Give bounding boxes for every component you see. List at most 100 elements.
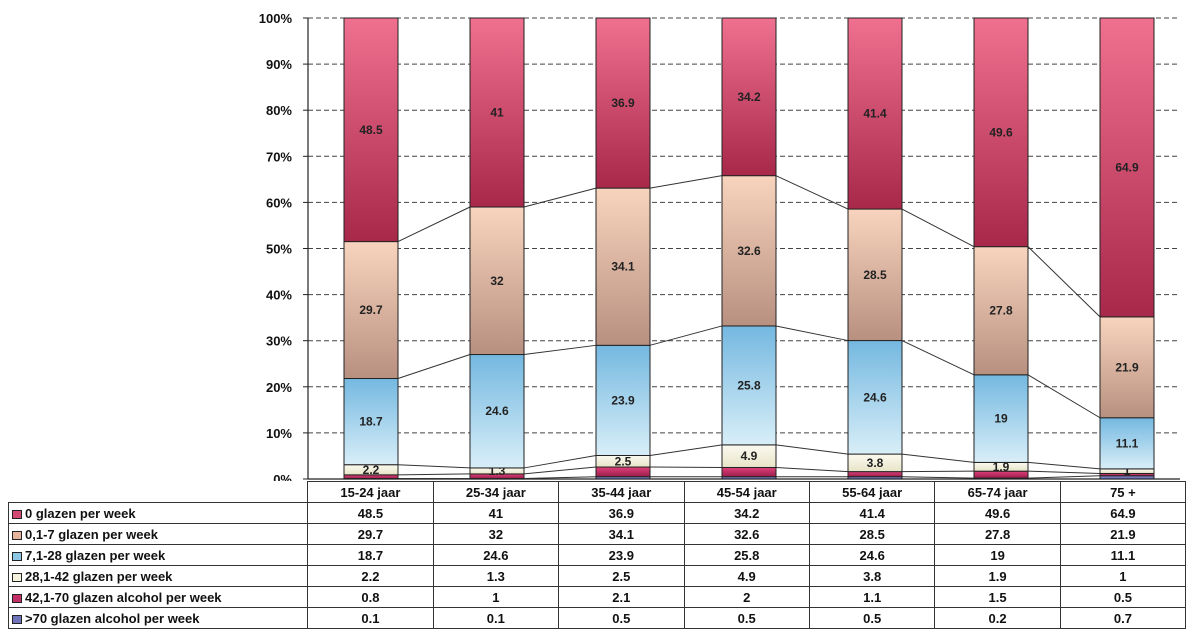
bar-segment xyxy=(721,325,777,446)
series-line xyxy=(523,476,597,480)
series-line xyxy=(649,444,723,456)
bar-data-label: 19 xyxy=(994,412,1008,426)
bar-data-label: 2.2 xyxy=(363,463,380,477)
table-cell: 36.9 xyxy=(558,502,685,524)
bar-data-label: 1.9 xyxy=(993,460,1010,474)
legend-entry: 0 glazen per week xyxy=(7,502,309,524)
bar-segment xyxy=(721,466,777,478)
y-tick-label: 50% xyxy=(266,242,292,257)
series-line xyxy=(523,187,597,208)
y-tick-label: 10% xyxy=(266,426,292,441)
table-cell: 2 xyxy=(683,586,810,608)
category-label: 45-54 jaar xyxy=(683,481,810,503)
series-line xyxy=(775,444,849,455)
series-line xyxy=(397,473,471,476)
table-cell: 19 xyxy=(934,544,1061,566)
table-cell: 1.5 xyxy=(934,586,1061,608)
y-tick-label: 20% xyxy=(266,380,292,395)
bar-segment xyxy=(595,344,651,456)
table-cell: 4.9 xyxy=(683,565,810,587)
bar-data-label: 32.6 xyxy=(737,244,761,258)
table-cell: 32.6 xyxy=(683,523,810,545)
table-cell: 2.5 xyxy=(558,565,685,587)
table-cell: 28.5 xyxy=(808,523,936,545)
series-line xyxy=(901,453,975,463)
table-row: >70 glazen alcohol per week 0.1 0.1 0.5 0.5 0… xyxy=(7,607,1186,629)
table-cell: 24.6 xyxy=(432,544,560,566)
table-cell: 18.7 xyxy=(307,544,434,566)
table-cell: 1.1 xyxy=(808,586,936,608)
bar-data-label: 2.5 xyxy=(615,454,632,468)
table-cell: 0.7 xyxy=(1059,607,1186,629)
y-tick-label: 100% xyxy=(259,11,293,26)
bar-segment xyxy=(469,206,525,356)
series-line xyxy=(397,206,471,243)
series-line xyxy=(1027,374,1101,419)
y-tick-label: 0% xyxy=(273,472,292,481)
y-tick-label: 60% xyxy=(266,195,292,210)
bar-segment xyxy=(973,17,1029,248)
series-line xyxy=(523,466,597,475)
legend-entry: 28,1-42 glazen per week xyxy=(7,565,309,587)
bar-segment xyxy=(847,17,903,210)
table-row: 0 glazen per week 48.5 41 36.9 34.2 41.4 49.6 6… xyxy=(7,502,1186,524)
bar-data-label: 21.9 xyxy=(1115,360,1139,374)
bar-segment xyxy=(721,17,777,177)
bar-data-label: 48.5 xyxy=(359,123,383,137)
series-line xyxy=(901,340,975,376)
table-cell: 25.8 xyxy=(683,544,810,566)
table-row: 7,1-28 glazen per week 18.7 24.6 23.9 25.8 24… xyxy=(7,544,1186,566)
y-tick-label: 70% xyxy=(266,149,292,164)
bar-data-label: 24.6 xyxy=(485,404,509,418)
legend-swatch xyxy=(12,509,22,519)
bar-data-label: 1 xyxy=(1124,464,1131,478)
bar-data-label: 36.9 xyxy=(611,96,635,110)
bar-data-label: 41.4 xyxy=(863,107,887,121)
legend-entry: 42,1-70 glazen alcohol per week xyxy=(7,586,309,608)
bar-data-label: 24.6 xyxy=(863,390,887,404)
y-axis: 0% 10% 20% 30% 40% 50% 60% 70% 80% 90% 100% xyxy=(259,11,1180,481)
series-line xyxy=(1027,470,1101,474)
legend-swatch xyxy=(12,551,22,561)
series-lines xyxy=(397,175,1101,480)
category-label: 15-24 jaar xyxy=(307,481,434,503)
bar-data-label: 27.8 xyxy=(989,304,1013,318)
table-cell: 1 xyxy=(1059,565,1186,587)
table-corner xyxy=(9,482,308,503)
y-tick-label: 40% xyxy=(266,288,292,303)
table-cell: 24.6 xyxy=(808,544,936,566)
legend-swatch xyxy=(12,614,22,624)
bar-data-label: 11.1 xyxy=(1116,436,1139,450)
category-label: 75 + xyxy=(1059,481,1186,503)
table-cell: 41 xyxy=(432,502,560,524)
series-line xyxy=(397,354,471,379)
table-row: 0,1-7 glazen per week 29.7 32 34.1 32.6 28.5 2… xyxy=(7,523,1186,545)
table-cell: 0.8 xyxy=(307,586,434,608)
bar-data-label: 23.9 xyxy=(611,393,635,407)
table-cell: 1.3 xyxy=(432,565,560,587)
legend-entry: 0,1-7 glazen per week xyxy=(7,523,309,545)
bar-segment xyxy=(595,17,651,189)
y-tick-label: 90% xyxy=(266,57,292,72)
table-row: 42,1-70 glazen alcohol per week 0.8 1 2.1 2 1… xyxy=(7,586,1186,608)
series-line xyxy=(901,476,975,479)
table-cell: 64.9 xyxy=(1059,502,1186,524)
table-cell: 0.2 xyxy=(934,607,1061,629)
category-label: 35-44 jaar xyxy=(558,481,685,503)
bar-segment xyxy=(847,471,903,478)
bar-segment xyxy=(1099,417,1155,470)
legend-label: 0,1-7 glazen per week xyxy=(25,526,158,542)
table-cell: 2.1 xyxy=(558,586,685,608)
legend-swatch xyxy=(12,530,22,540)
bar-data-label: 18.7 xyxy=(359,415,383,429)
legend-entry: >70 glazen alcohol per week xyxy=(7,607,309,629)
bar-segment xyxy=(469,17,525,208)
series-line xyxy=(649,175,723,189)
legend-label: 42,1-70 glazen alcohol per week xyxy=(25,589,222,605)
legend-label: >70 glazen alcohol per week xyxy=(25,610,200,626)
table-cell: 0.1 xyxy=(432,607,560,629)
table-cell: 48.5 xyxy=(307,502,434,524)
bar-segment xyxy=(595,466,651,478)
table-cell: 0.5 xyxy=(808,607,936,629)
category-label: 65-74 jaar xyxy=(934,481,1061,503)
